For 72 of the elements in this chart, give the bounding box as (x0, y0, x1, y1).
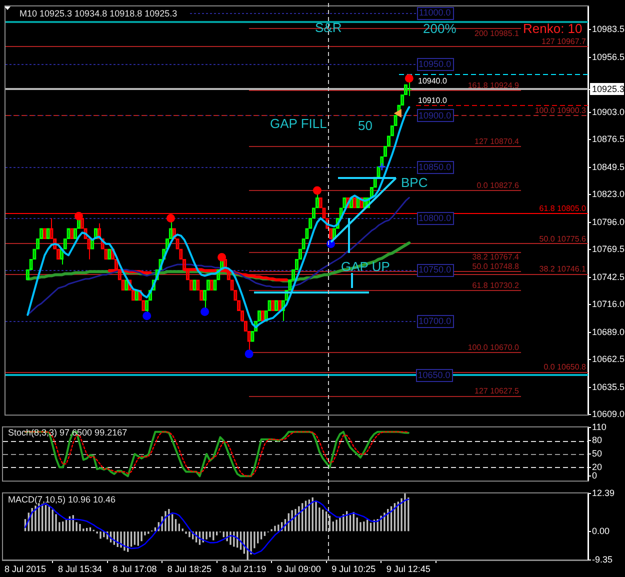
y-tick-label: 10849.5 (592, 162, 625, 172)
y-tick-label: -9.35 (592, 554, 613, 564)
point (312, 186, 322, 195)
ref-line-label: 38.2 10746.1 (539, 264, 587, 274)
y-tick-label: 10742.5 (592, 272, 625, 282)
y-tick-label: 10876.5 (592, 134, 625, 144)
ref-line-label: 50.0 10748.8 (472, 262, 520, 271)
ref-line-label: 50.0 10775.6 (539, 234, 587, 244)
x-tick-label: 8 Jul 21:19 (222, 564, 266, 574)
ref-line-label: 127 10627.5 (474, 386, 520, 396)
ref-line-label: 161.8 10924.9 (468, 80, 520, 90)
chart-title: M10 10925.3 10934.8 10918.8 10925.3 (20, 8, 178, 18)
y-tick-label: 10609.0 (592, 409, 625, 420)
y-tick-label: 10983.5 (592, 24, 625, 34)
annotation: BPC (401, 175, 428, 190)
ref-line-label: 10850.0 (418, 162, 452, 172)
point (74, 212, 83, 220)
y-tick-label: 80 (592, 435, 602, 446)
ref-line-label: 127 10967.7 (542, 36, 587, 46)
point (394, 110, 402, 118)
x-tick-label: 9 Jul 10:25 (332, 564, 376, 574)
ref-line-label: 10750.0 (418, 264, 452, 275)
y-tick-label: 10823.0 (592, 189, 625, 200)
point (378, 162, 386, 172)
y-tick-label: 0.00 (592, 526, 610, 536)
y-tick-label: 10903.0 (592, 106, 625, 117)
ref-line-label: 10700.0 (418, 316, 452, 326)
annotation: GAP FILL (270, 116, 327, 131)
ref-line-label: 61.8 10730.2 (472, 280, 520, 290)
x-tick-label: 9 Jul 09:00 (276, 564, 321, 574)
y-tick-label: 12.39 (592, 488, 615, 498)
x-tick-label: 9 Jul 12:45 (386, 564, 430, 574)
ref-line-label: 0.0 10827.6 (476, 180, 520, 190)
chart-title: Stoch(8,3,3) 97.6500 99.2167 (8, 427, 128, 438)
x-tick-label: 8 Jul 2015 (4, 564, 46, 574)
ref-line-label: 0.0 10650.8 (544, 362, 587, 372)
y-tick-label: 20 (592, 462, 602, 472)
y-tick-label: 50 (592, 448, 602, 458)
ref-line-label: 100.0 10670.0 (468, 342, 520, 352)
y-tick-label: 10689.0 (592, 326, 625, 337)
point (218, 253, 226, 262)
y-tick-label: 10956.5 (592, 52, 625, 62)
ref-line-label: 100.0 10900.3 (534, 106, 587, 116)
ref-line-label: 10900.0 (418, 110, 452, 120)
ref-line-label: 38.2 10767.4 (472, 252, 520, 262)
annotation: 50 (358, 118, 372, 133)
ref-line-label: 10950.0 (418, 58, 452, 69)
x-tick-label: 8 Jul 15:34 (58, 564, 102, 574)
ref-line-label: 11000.0 (418, 8, 451, 18)
x-tick-label: 8 Jul 17:08 (112, 564, 157, 574)
annotation: 10650.0 (418, 370, 450, 380)
point (200, 308, 210, 316)
point (142, 312, 152, 320)
y-tick-label: 10769.5 (592, 244, 625, 254)
y-tick-label: 10796.0 (592, 216, 625, 227)
ref-line-label: 61.8 10805.0 (539, 204, 587, 214)
y-tick-label: 110 (592, 422, 606, 432)
chart-title: MACD(7,10,5) 10.96 10.46 (8, 494, 116, 504)
point (244, 350, 254, 358)
ref-line-label: 127 10870.4 (474, 136, 520, 146)
y-tick-label: 0 (592, 470, 598, 481)
annotation: 10940.0 (418, 76, 448, 86)
ref-line-label: 200 10985.1 (474, 28, 520, 38)
annotation: 10910.0 (418, 96, 448, 106)
annotation: Renko: 10 (523, 21, 582, 36)
x-tick-label: 8 Jul 18:25 (167, 564, 212, 574)
y-tick-label: 10635.5 (592, 382, 625, 392)
ref-line-label: 10800.0 (418, 213, 452, 224)
y-tick-label: 10662.5 (592, 354, 625, 364)
point (404, 74, 414, 83)
y-tick-label: 10716.0 (592, 299, 625, 310)
point (166, 214, 175, 222)
